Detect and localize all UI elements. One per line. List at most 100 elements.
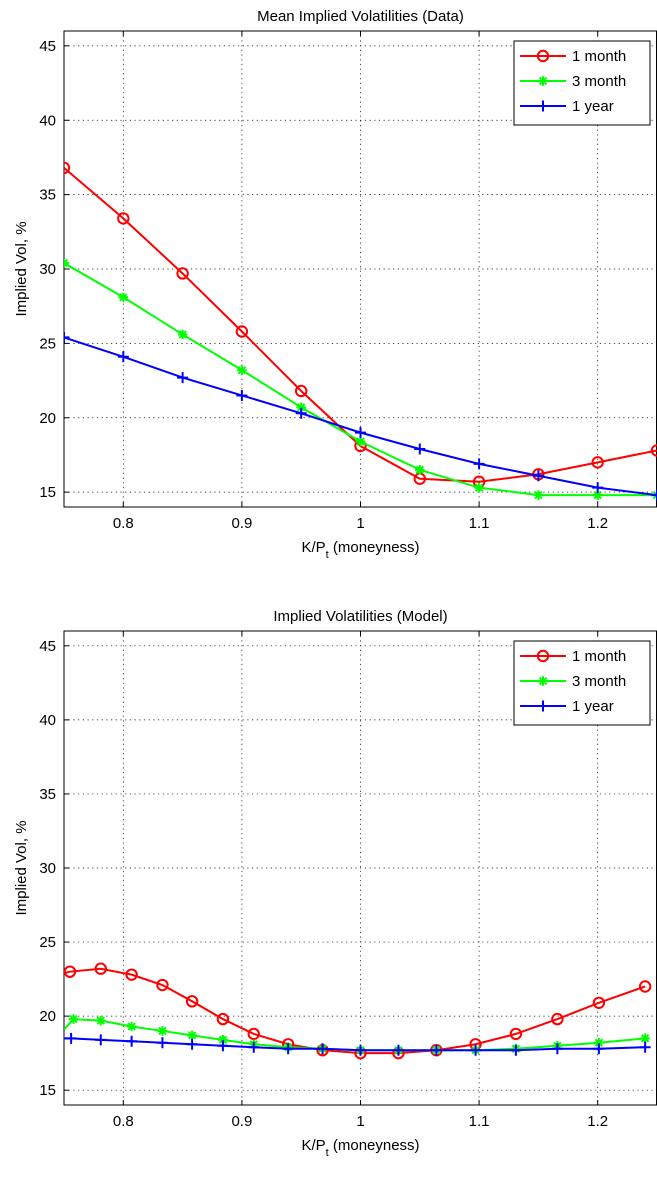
data-point bbox=[64, 965, 77, 978]
x-axis-label-subscript: t bbox=[326, 1147, 329, 1159]
data-point bbox=[247, 1027, 260, 1041]
data-point bbox=[415, 465, 425, 475]
data-point bbox=[218, 1035, 228, 1045]
x-tick-label: 1 bbox=[356, 1113, 364, 1130]
y-tick-label: 40 bbox=[39, 112, 56, 129]
data-point bbox=[551, 1012, 564, 1026]
data-point bbox=[248, 1041, 260, 1053]
chart-title: Mean Implied Volatilities (Data) bbox=[257, 8, 464, 25]
data-point bbox=[533, 490, 544, 500]
series-3-month bbox=[64, 258, 657, 500]
data-point bbox=[593, 1043, 605, 1055]
y-tick-label: 40 bbox=[39, 712, 56, 729]
data-point bbox=[510, 1044, 522, 1056]
chart-panel-1: 0.8 0.9 1 1.1 1.2 15 20 25 30 35 40 45 Mean Implied … bbox=[13, 8, 657, 561]
data-point bbox=[639, 1041, 651, 1053]
y-tick-label: 20 bbox=[39, 1008, 56, 1025]
legend-marker bbox=[538, 676, 548, 686]
legend-marker bbox=[538, 76, 548, 86]
data-point bbox=[216, 1012, 230, 1026]
data-point bbox=[392, 1044, 404, 1056]
legend-marker bbox=[536, 649, 550, 663]
y-tick-label: 30 bbox=[39, 261, 56, 278]
x-tick-label: 1.1 bbox=[469, 1113, 490, 1130]
data-point bbox=[177, 329, 188, 340]
x-axis-label-main: K/P bbox=[301, 539, 325, 556]
data-point bbox=[95, 1034, 107, 1046]
data-point bbox=[296, 402, 306, 413]
data-point bbox=[414, 443, 426, 455]
data-point bbox=[592, 482, 604, 494]
legend: 1 month 3 month 1 year bbox=[513, 40, 651, 126]
legend-item: 1 month bbox=[520, 48, 626, 65]
data-point bbox=[551, 1043, 563, 1055]
data-point bbox=[236, 389, 248, 401]
series-1-month bbox=[64, 962, 652, 1060]
data-point bbox=[594, 1037, 604, 1048]
legend-marker bbox=[537, 100, 549, 112]
data-point bbox=[355, 436, 366, 447]
data-point bbox=[95, 1015, 106, 1026]
y-tick-label: 45 bbox=[39, 38, 56, 55]
data-point bbox=[295, 407, 307, 419]
y-tick-label: 35 bbox=[39, 786, 56, 803]
data-point bbox=[470, 1044, 482, 1056]
x-tick-label: 1.2 bbox=[587, 1113, 608, 1130]
data-point bbox=[355, 1044, 366, 1056]
legend-item: 1 month bbox=[520, 648, 626, 665]
y-tick-label: 35 bbox=[39, 187, 56, 204]
data-point bbox=[126, 1021, 137, 1032]
legend-label: 1 month bbox=[572, 648, 626, 665]
x-tick-label: 0.8 bbox=[113, 515, 134, 532]
data-point bbox=[474, 482, 484, 493]
legend-item: 1 year bbox=[520, 698, 614, 715]
plot-area bbox=[64, 962, 652, 1060]
data-point bbox=[355, 427, 366, 439]
legend-label: 1 month bbox=[572, 48, 626, 65]
y-axis-label: Implied Vol, % bbox=[13, 221, 30, 316]
x-axis-label: K/Pt (moneyness) bbox=[301, 1137, 419, 1159]
legend-item: 3 month bbox=[520, 673, 626, 690]
chart-title: Implied Volatilities (Model) bbox=[273, 608, 447, 625]
series-1-year bbox=[64, 331, 657, 501]
chart-panel-2: 0.8 0.9 1 1.1 1.2 15 20 25 30 35 40 45 Implied Volat… bbox=[13, 608, 657, 1159]
data-point bbox=[126, 1035, 138, 1047]
data-point bbox=[94, 962, 107, 975]
data-point bbox=[186, 1038, 198, 1050]
data-point bbox=[117, 212, 130, 225]
x-axis-label-tail: (moneyness) bbox=[329, 539, 420, 556]
x-tick-label: 0.9 bbox=[231, 1113, 252, 1130]
y-axis-label: Implied Vol, % bbox=[13, 820, 30, 915]
data-point bbox=[317, 1043, 329, 1055]
y-tick-label: 25 bbox=[39, 934, 56, 951]
data-point bbox=[651, 489, 657, 501]
legend-label: 1 year bbox=[572, 698, 614, 715]
legend-marker bbox=[536, 49, 550, 63]
data-point bbox=[187, 1030, 197, 1041]
data-point bbox=[68, 1014, 79, 1024]
data-point bbox=[638, 980, 652, 993]
data-point bbox=[65, 1032, 77, 1044]
data-point bbox=[177, 372, 189, 384]
data-point bbox=[176, 267, 189, 280]
data-point bbox=[64, 258, 69, 268]
data-point bbox=[295, 384, 308, 398]
data-point bbox=[592, 490, 603, 500]
plot-area bbox=[64, 161, 657, 501]
y-tick-label: 25 bbox=[39, 335, 56, 352]
x-axis-label-main: K/P bbox=[301, 1137, 325, 1154]
x-tick-label: 1.2 bbox=[587, 515, 608, 532]
y-tick-label: 45 bbox=[39, 638, 56, 655]
data-point bbox=[509, 1027, 523, 1041]
legend-label: 3 month bbox=[572, 73, 626, 90]
y-tick-label: 20 bbox=[39, 410, 56, 427]
series-1-year bbox=[64, 1032, 651, 1056]
legend: 1 month 3 month 1 year bbox=[513, 640, 651, 726]
legend-item: 3 month bbox=[520, 73, 626, 90]
data-point bbox=[156, 978, 169, 992]
data-point bbox=[282, 1043, 294, 1055]
data-point bbox=[532, 470, 544, 482]
data-point bbox=[592, 996, 606, 1009]
x-tick-label: 0.8 bbox=[113, 1113, 134, 1130]
